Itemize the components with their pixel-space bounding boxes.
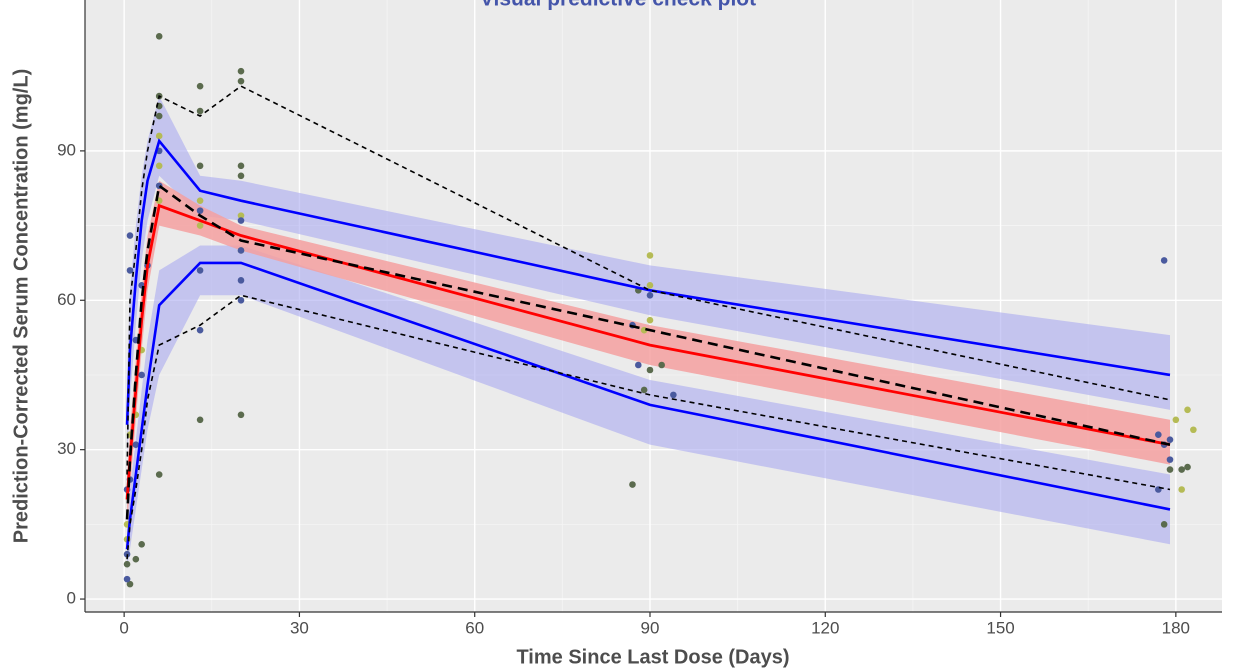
observation-point: [237, 212, 245, 219]
observation-point: [126, 267, 134, 274]
observation-point: [635, 361, 642, 369]
observation-point: [670, 391, 677, 399]
observation-point: [646, 252, 654, 259]
x-tick-label: 30: [290, 618, 309, 637]
percentile-line: [126, 85, 1171, 475]
x-tick-label: 180: [1162, 618, 1190, 637]
observation-point: [155, 471, 163, 478]
percentile-line: [125, 203, 1171, 500]
observation-point: [1166, 436, 1174, 444]
observation-point: [123, 575, 131, 583]
x-axis-title: Time Since Last Dose (Days): [516, 646, 789, 668]
observation-point: [138, 540, 145, 548]
observation-point: [1166, 456, 1174, 463]
observation-point: [1166, 466, 1174, 473]
percentile-line: [125, 138, 1171, 425]
observation-point: [1155, 431, 1162, 439]
chart-title: Visual predictive check plot: [480, 0, 756, 11]
observation-point: [196, 162, 204, 170]
observation-point: [155, 112, 163, 120]
x-tick-label: 150: [986, 618, 1014, 637]
ci-band: [127, 245, 1170, 570]
observation-point: [658, 361, 665, 369]
observation-point: [196, 222, 204, 229]
observation-point: [196, 416, 204, 424]
observation-point: [123, 560, 131, 568]
layers: [123, 33, 1197, 588]
observation-point: [155, 33, 163, 40]
y-tick-label: 0: [67, 589, 76, 608]
x-tick-label: 60: [465, 618, 484, 637]
observation-point: [138, 371, 145, 379]
observation-point: [237, 411, 245, 419]
observation-point: [640, 386, 648, 394]
observation-point: [126, 580, 134, 588]
observation-point: [646, 291, 654, 299]
y-axis-title: Prediction-Corrected Serum Concentration…: [10, 69, 32, 544]
x-tick-label: 0: [119, 618, 128, 637]
percentile-line: [126, 294, 1171, 560]
observation-point: [237, 77, 245, 85]
observation-point: [155, 132, 163, 140]
ci-band: [127, 96, 1170, 460]
observation-point: [237, 172, 245, 180]
observation-point: [646, 366, 654, 374]
observation-point: [237, 67, 245, 75]
ci-band: [127, 180, 1170, 525]
y-tick-label: 90: [57, 140, 76, 159]
observation-point: [237, 247, 245, 254]
observation-point: [237, 162, 245, 170]
observation-point: [132, 555, 140, 563]
observation-point: [237, 277, 245, 284]
observation-point: [1178, 486, 1185, 493]
observation-point: [196, 82, 204, 90]
observation-point: [237, 296, 245, 304]
observation-point: [196, 207, 204, 214]
percentile-line: [125, 183, 1171, 520]
observation-point: [646, 316, 654, 324]
observation-point: [1160, 257, 1168, 264]
percentile-line: [125, 261, 1171, 550]
observation-point: [1184, 463, 1191, 471]
observation-point: [1172, 416, 1180, 424]
observation-point: [1160, 521, 1168, 528]
observation-point: [196, 267, 204, 274]
observation-point: [1184, 406, 1191, 414]
observation-point: [126, 232, 134, 239]
observation-point: [1178, 466, 1185, 473]
observation-point: [1190, 426, 1197, 434]
observation-point: [646, 282, 654, 289]
x-tick-label: 120: [811, 618, 839, 637]
observation-point: [237, 217, 245, 224]
observation-point: [629, 481, 636, 488]
observation-point: [196, 197, 204, 204]
observation-point: [155, 162, 163, 170]
x-tick-label: 90: [641, 618, 660, 637]
observation-point: [132, 441, 140, 448]
observation-point: [196, 326, 204, 334]
y-tick-label: 30: [57, 439, 76, 458]
y-tick-label: 60: [57, 290, 76, 309]
observation-point: [196, 107, 204, 115]
